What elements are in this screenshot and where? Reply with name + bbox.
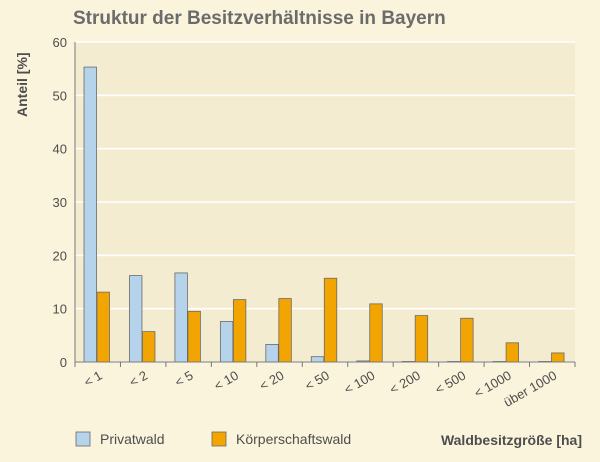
legend-label: Privatwald: [100, 431, 165, 447]
koerperschaftswald-bar: [142, 331, 156, 363]
x-tick-label: < 20: [257, 368, 287, 394]
y-tick-label: 30: [53, 195, 67, 210]
x-tick-label: < 10: [211, 368, 241, 394]
y-tick-label: 50: [53, 88, 67, 103]
koerperschaftswald-bar: [323, 277, 338, 363]
privatwald-bar: [219, 321, 234, 363]
x-tick-label: < 2: [127, 368, 150, 390]
privatwald-bar: [310, 356, 325, 363]
koerperschaftswald-bar: [551, 352, 565, 363]
legend-koerperschaftswald: Körperschaftswald: [211, 431, 351, 447]
y-tick-label: 20: [53, 248, 67, 263]
koerperschaftswald-bar: [369, 303, 383, 363]
koerperschaftswald-bar: [96, 291, 110, 363]
koerperschaftswald-bar: [187, 310, 201, 363]
x-tick-label: < 1: [81, 368, 104, 390]
privatwald-bar: [265, 343, 279, 363]
legend-privatwald: Privatwald: [75, 431, 165, 447]
koerperschaftswald-bar: [414, 315, 429, 363]
legend: Privatwald Körperschaftswald: [75, 431, 351, 447]
koerperschaftswald-bar: [278, 298, 292, 363]
privatwald-bar: [174, 272, 188, 363]
x-tick-label: < 100: [341, 368, 377, 397]
y-tick-label: 60: [53, 35, 67, 50]
legend-label: Körperschaftswald: [236, 431, 351, 447]
y-tick-label: 10: [53, 302, 67, 317]
x-tick-label: < 50: [302, 368, 332, 394]
legend-swatch: [211, 431, 227, 447]
legend-swatch: [75, 431, 91, 447]
privatwald-bar: [83, 66, 97, 363]
x-axis-label: Waldbesitzgröße [ha]: [441, 432, 582, 448]
x-tick-label: < 500: [432, 368, 468, 397]
y-axis-label: Anteil [%]: [14, 52, 30, 117]
x-tick-label: < 5: [172, 368, 195, 390]
y-tick-label: 0: [60, 355, 67, 370]
koerperschaftswald-bar: [505, 342, 519, 363]
bars: [83, 66, 565, 363]
chart-title: Struktur der Besitzverhältnisse in Bayer…: [73, 8, 446, 29]
koerperschaftswald-bar: [460, 317, 474, 363]
koerperschaftswald-bar: [232, 299, 247, 363]
y-tick-label: 40: [53, 142, 67, 157]
privatwald-bar: [129, 275, 143, 363]
x-tick-label: < 200: [387, 368, 423, 397]
